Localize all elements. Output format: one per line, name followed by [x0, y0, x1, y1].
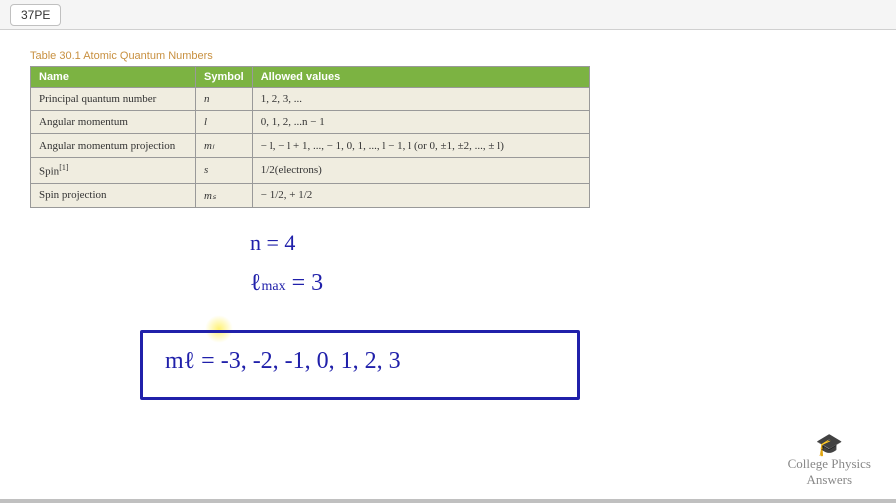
bottom-border: [0, 499, 896, 503]
graduation-cap-icon: 🎓: [788, 432, 871, 458]
cell-values: 1, 2, 3, ...: [252, 88, 589, 111]
problem-chip[interactable]: 37PE: [10, 4, 61, 26]
top-bar: 37PE: [0, 0, 896, 30]
cell-values: − l, − l + 1, ..., − 1, 0, 1, ..., l − 1…: [252, 134, 589, 158]
table-caption: Table 30.1 Atomic Quantum Numbers: [30, 50, 866, 62]
handwritten-n: n = 4: [250, 230, 295, 256]
header-name: Name: [31, 67, 196, 88]
cell-symbol: mₗ: [196, 134, 253, 158]
table-row: Spin[1] s 1/2(electrons): [31, 158, 590, 184]
watermark-line2: Answers: [788, 472, 871, 488]
handwritten-ml: mℓ = -3, -2, -1, 0, 1, 2, 3: [165, 348, 401, 375]
watermark-line1: College Physics: [788, 456, 871, 472]
cell-values: 0, 1, 2, ...n − 1: [252, 111, 589, 134]
header-values: Allowed values: [252, 67, 589, 88]
table-row: Spin projection mₛ − 1/2, + 1/2: [31, 183, 590, 207]
table-row: Principal quantum number n 1, 2, 3, ...: [31, 88, 590, 111]
quantum-numbers-table: Name Symbol Allowed values Principal qua…: [30, 66, 590, 208]
header-symbol: Symbol: [196, 67, 253, 88]
cell-name: Angular momentum projection: [31, 134, 196, 158]
cell-symbol: s: [196, 158, 253, 184]
cell-name: Spin[1]: [31, 158, 196, 184]
watermark: 🎓 College Physics Answers: [788, 432, 871, 488]
cell-values: − 1/2, + 1/2: [252, 183, 589, 207]
cell-symbol: n: [196, 88, 253, 111]
content-area: Table 30.1 Atomic Quantum Numbers Name S…: [0, 30, 896, 228]
table-row: Angular momentum l 0, 1, 2, ...n − 1: [31, 111, 590, 134]
cell-values: 1/2(electrons): [252, 158, 589, 184]
handwritten-lmax: ℓmax = 3: [250, 270, 323, 297]
cell-name: Principal quantum number: [31, 88, 196, 111]
cell-name: Spin projection: [31, 183, 196, 207]
table-row: Angular momentum projection mₗ − l, − l …: [31, 134, 590, 158]
cell-name: Angular momentum: [31, 111, 196, 134]
cell-symbol: l: [196, 111, 253, 134]
cell-symbol: mₛ: [196, 183, 253, 207]
